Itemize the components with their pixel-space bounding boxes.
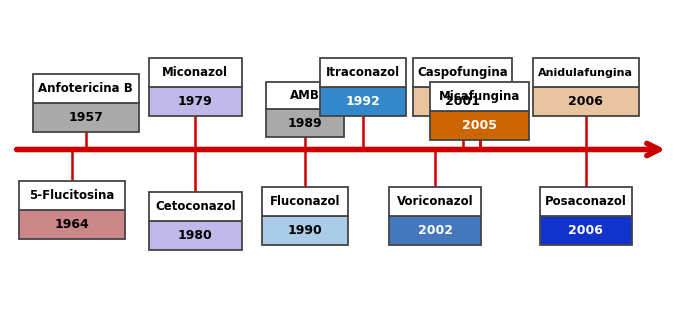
Text: Voriconazol: Voriconazol [397,195,473,208]
Text: 1989: 1989 [288,117,322,130]
Text: 2001: 2001 [445,95,480,108]
Bar [266,109,345,137]
Bar [149,192,242,221]
Bar [540,187,632,216]
Bar [320,58,406,87]
Bar [413,58,512,87]
Bar [533,58,639,87]
Bar [430,111,529,140]
Bar [149,221,242,250]
Bar [389,216,482,246]
Text: Posaconazol: Posaconazol [545,195,627,208]
Text: 1992: 1992 [346,95,380,108]
Text: Caspofungina: Caspofungina [417,66,508,79]
Bar [33,74,139,103]
Text: Miconazol: Miconazol [162,66,229,79]
Bar [430,82,529,111]
Text: 1979: 1979 [178,95,212,108]
Text: 2002: 2002 [417,224,453,238]
Text: 1980: 1980 [178,229,212,242]
Text: AMB: AMB [290,89,320,102]
Bar [19,181,125,210]
Bar [262,187,348,216]
Text: 2005: 2005 [462,119,497,132]
Text: 1990: 1990 [287,224,322,238]
Text: 2006: 2006 [568,224,603,238]
Bar [540,216,632,246]
Text: Cetoconazol: Cetoconazol [155,200,236,213]
Text: Anidulafungina: Anidulafungina [538,68,633,78]
Text: 5-Flucitosina: 5-Flucitosina [29,189,115,202]
Bar [320,87,406,117]
Text: 1957: 1957 [69,111,103,124]
Text: 2006: 2006 [568,95,603,108]
Text: Anfotericina B: Anfotericina B [38,82,133,95]
Text: 1964: 1964 [55,218,89,231]
Bar [266,82,345,109]
Bar [413,87,512,117]
Bar [533,87,639,117]
Bar [19,210,125,239]
Bar [149,87,242,117]
Text: Itraconazol: Itraconazol [326,66,401,79]
Bar [262,216,348,246]
Text: Fluconazol: Fluconazol [270,195,340,208]
Bar [389,187,482,216]
Text: Micafungina: Micafungina [439,90,520,103]
Bar [33,103,139,132]
Bar [149,58,242,87]
